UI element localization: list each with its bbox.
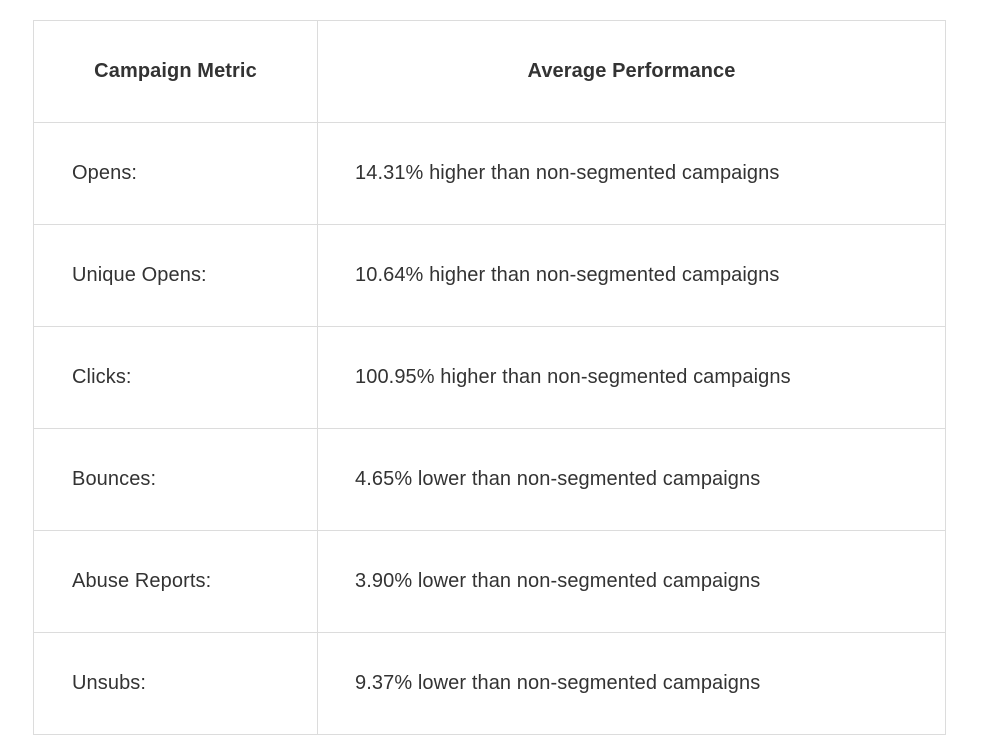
performance-cell: 9.37% lower than non-segmented campaigns — [317, 632, 946, 735]
table-row: Abuse Reports: 3.90% lower than non-segm… — [33, 530, 946, 633]
metric-cell: Abuse Reports: — [33, 530, 318, 633]
table-row: Opens: 14.31% higher than non-segmented … — [33, 122, 946, 225]
performance-cell: 10.64% higher than non-segmented campaig… — [317, 224, 946, 327]
header-average-performance: Average Performance — [317, 20, 946, 123]
metric-cell: Opens: — [33, 122, 318, 225]
metric-cell: Unique Opens: — [33, 224, 318, 327]
performance-cell: 3.90% lower than non-segmented campaigns — [317, 530, 946, 633]
performance-cell: 14.31% higher than non-segmented campaig… — [317, 122, 946, 225]
metric-cell: Unsubs: — [33, 632, 318, 735]
table-row: Clicks: 100.95% higher than non-segmente… — [33, 326, 946, 429]
metric-cell: Clicks: — [33, 326, 318, 429]
table-row: Bounces: 4.65% lower than non-segmented … — [33, 428, 946, 531]
metrics-table-container: Campaign Metric Average Performance Open… — [33, 20, 946, 735]
table-row: Unsubs: 9.37% lower than non-segmented c… — [33, 632, 946, 735]
header-campaign-metric: Campaign Metric — [33, 20, 318, 123]
table-header-row: Campaign Metric Average Performance — [33, 20, 946, 123]
campaign-metrics-table: Campaign Metric Average Performance Open… — [33, 20, 946, 735]
performance-cell: 100.95% higher than non-segmented campai… — [317, 326, 946, 429]
table-row: Unique Opens: 10.64% higher than non-seg… — [33, 224, 946, 327]
performance-cell: 4.65% lower than non-segmented campaigns — [317, 428, 946, 531]
metric-cell: Bounces: — [33, 428, 318, 531]
